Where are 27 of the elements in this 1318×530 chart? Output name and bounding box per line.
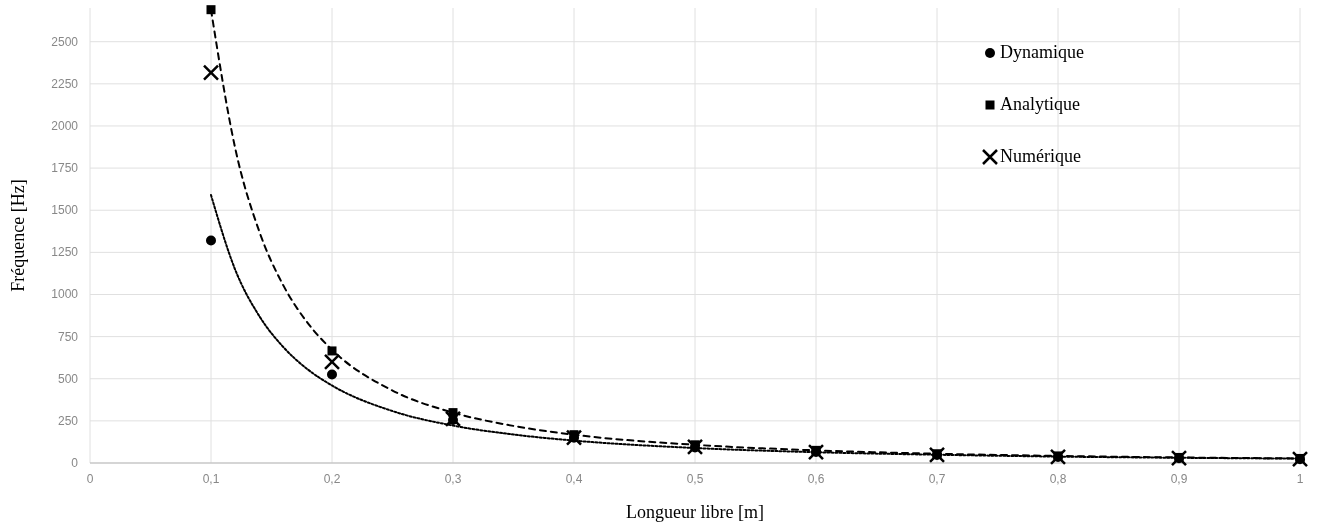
- y-tick-label: 500: [57, 371, 79, 386]
- y-tick-label: 2500: [51, 34, 79, 49]
- legend-label: Numérique: [1000, 146, 1081, 166]
- x-tick-label: 0,6: [807, 472, 825, 486]
- y-tick-label: 2000: [51, 118, 79, 133]
- y-tick-label: 0: [71, 456, 79, 470]
- y-tick-label: 1500: [51, 203, 79, 218]
- x-tick-label: 0: [86, 472, 94, 486]
- x-tick-label: 0,3: [444, 472, 462, 486]
- x-tick-label: 0,7: [928, 472, 946, 486]
- x-tick-label: 0,9: [1170, 472, 1188, 486]
- y-tick-label: 2250: [51, 76, 79, 91]
- x-tick-label: 0,5: [686, 472, 704, 486]
- y-tick-label: 1000: [51, 287, 79, 302]
- y-axis-title: Fréquence [Hz]: [8, 179, 28, 292]
- y-tick-label: 750: [57, 329, 79, 344]
- legend-label: Dynamique: [1000, 42, 1084, 62]
- x-tick-label: 0,2: [323, 472, 341, 486]
- y-tick-label: 250: [57, 413, 79, 428]
- y-tick-label: 1250: [51, 245, 79, 260]
- x-axis-title: Longueur libre [m]: [626, 502, 764, 522]
- legend-label: Analytique: [1000, 94, 1080, 114]
- y-tick-label: 1750: [51, 161, 79, 176]
- x-tick-label: 0,8: [1049, 472, 1067, 486]
- x-tick-label: 1: [1296, 472, 1304, 486]
- x-tick-label: 0,1: [202, 472, 220, 486]
- x-tick-label: 0,4: [565, 472, 583, 486]
